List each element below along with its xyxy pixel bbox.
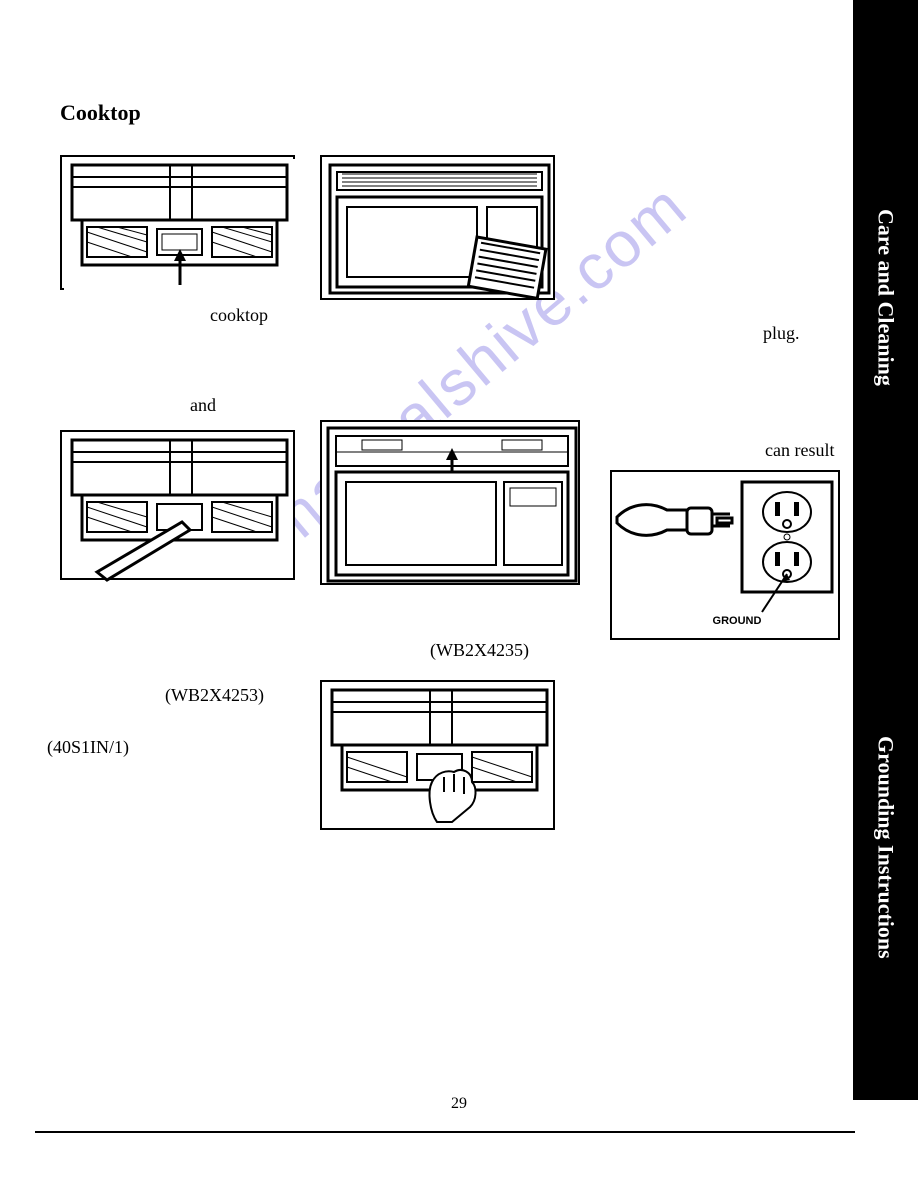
figure-front-vent-svg (322, 157, 557, 302)
sidebar-care-cleaning: Care and Cleaning (853, 0, 918, 595)
label-part-wb2x4253: (WB2X4253) (165, 685, 264, 706)
figure-underside-hand-svg (322, 682, 557, 832)
label-part-wb2x4235: (WB2X4235) (430, 640, 529, 661)
label-cooktop: cooktop (210, 305, 268, 326)
sidebar-label-top: Care and Cleaning (873, 209, 899, 386)
ground-label: GROUND (713, 615, 762, 627)
label-and: and (190, 395, 216, 416)
figure-front-top-panel-svg (322, 422, 582, 587)
page-title: Cooktop (60, 100, 141, 126)
label-can-result: can result (765, 440, 834, 461)
figure-underside-light-svg (62, 157, 297, 292)
label-part-40s1in: (40S1IN/1) (47, 737, 129, 758)
footer-rule (35, 1131, 855, 1133)
figure-underside-light (60, 155, 295, 290)
page: Care and Cleaning Grounding Instructions… (0, 0, 918, 1188)
figure-ground-plug: GROUND (610, 470, 840, 640)
figure-underside-tool-svg (62, 432, 297, 582)
figure-front-vent (320, 155, 555, 300)
figure-front-top-panel (320, 420, 580, 585)
sidebar-label-bottom: Grounding Instructions (873, 736, 899, 959)
figure-underside-tool (60, 430, 295, 580)
figure-ground-plug-svg: GROUND (612, 472, 842, 642)
label-plug: plug. (763, 323, 800, 344)
sidebar-grounding: Grounding Instructions (853, 595, 918, 1100)
page-number: 29 (0, 1095, 918, 1113)
figure-underside-hand (320, 680, 555, 830)
